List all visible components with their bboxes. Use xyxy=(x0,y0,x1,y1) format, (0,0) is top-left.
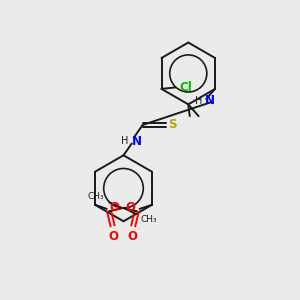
Text: CH₃: CH₃ xyxy=(140,215,157,224)
Text: CH₃: CH₃ xyxy=(87,192,104,201)
Text: N: N xyxy=(132,135,142,148)
Text: O: O xyxy=(108,230,118,243)
Text: O: O xyxy=(109,201,119,214)
Text: O: O xyxy=(126,201,136,214)
Text: H: H xyxy=(195,96,202,106)
Text: H: H xyxy=(122,136,129,146)
Text: S: S xyxy=(168,118,176,131)
Text: O: O xyxy=(128,230,138,243)
Text: Cl: Cl xyxy=(180,81,193,94)
Text: N: N xyxy=(205,94,215,107)
